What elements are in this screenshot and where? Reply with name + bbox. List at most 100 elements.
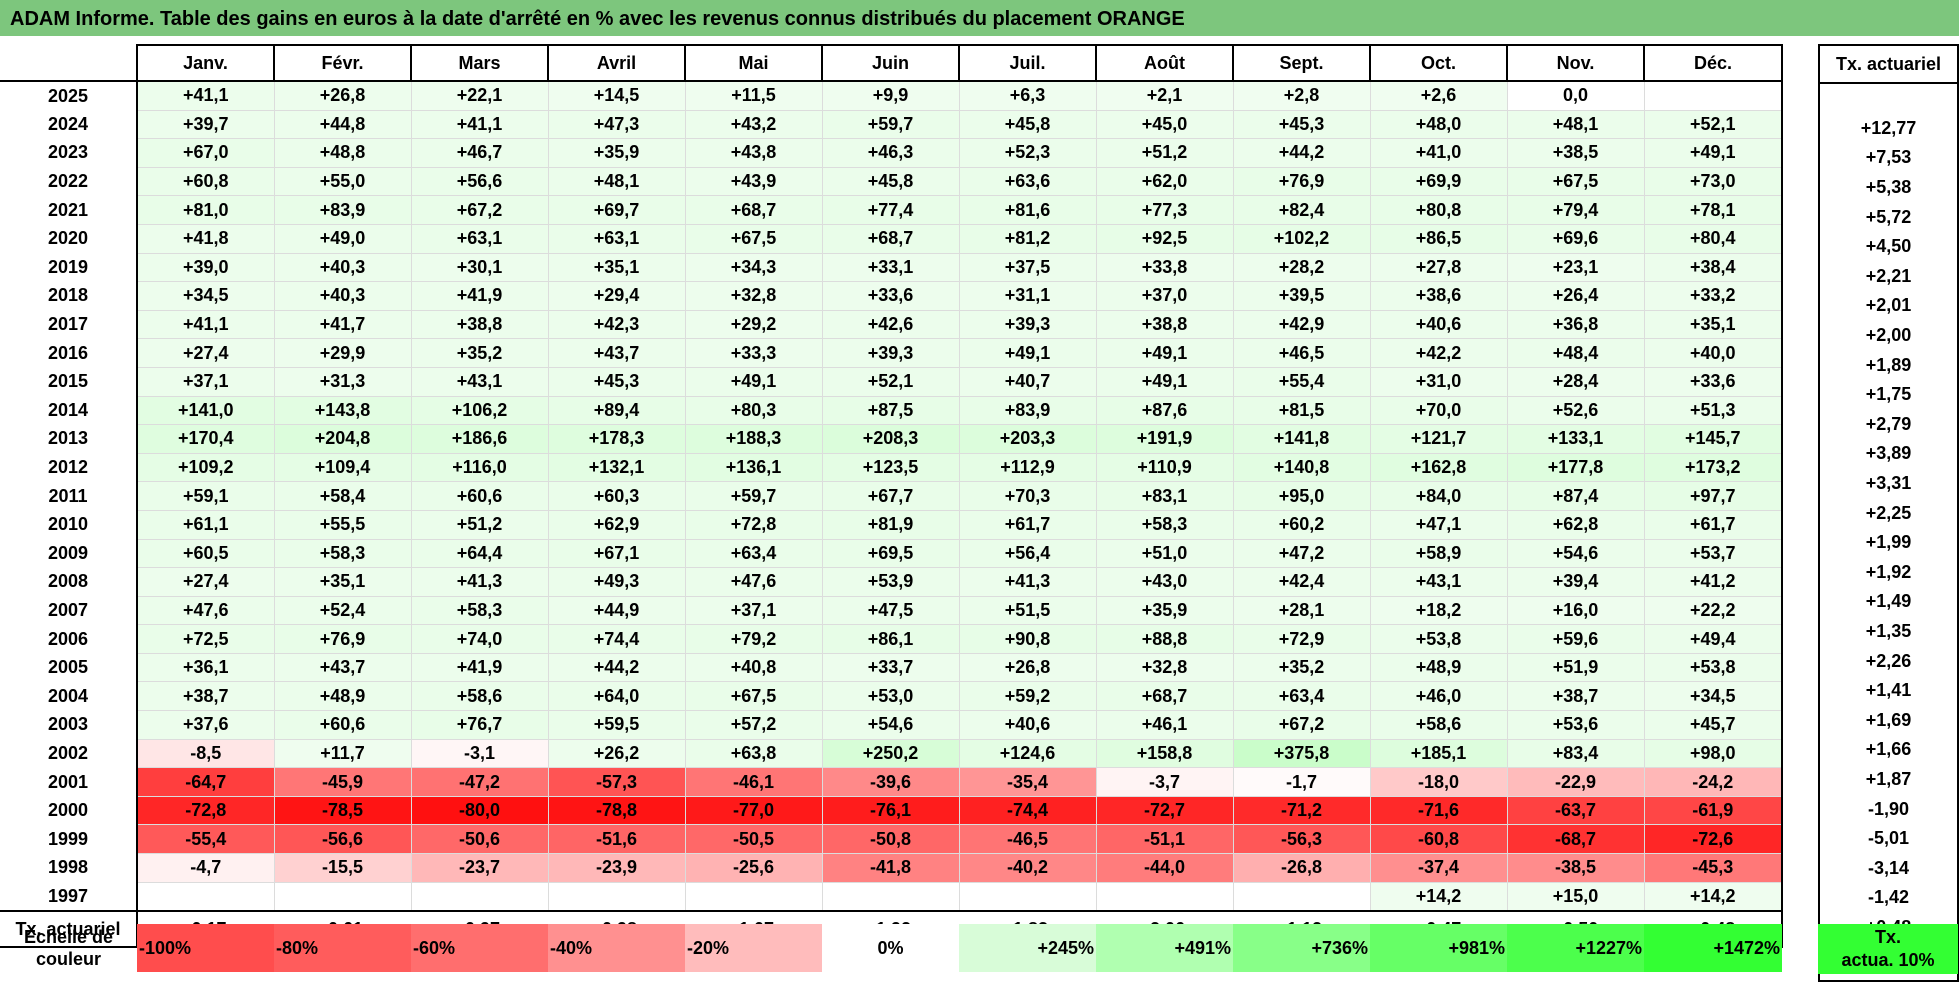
gain-cell: +53,7 bbox=[1643, 538, 1783, 569]
gain-cell: -77,0 bbox=[684, 795, 823, 826]
table-row: 2019 +39,0 +40,3 +30,1 +35,1 +34,3 +33,1 +37,5 +… bbox=[0, 252, 1783, 283]
gain-cell: +81,9 bbox=[821, 509, 960, 540]
gain-cell: +162,8 bbox=[1369, 452, 1508, 483]
gain-cell: +22,2 bbox=[1643, 595, 1783, 626]
month-header-7: Juil. bbox=[958, 44, 1097, 82]
month-header-10: Oct. bbox=[1369, 44, 1508, 82]
gain-cell: +58,6 bbox=[410, 681, 549, 712]
gain-cell: +48,8 bbox=[273, 138, 412, 168]
gain-cell: +42,3 bbox=[547, 309, 686, 340]
gain-cell: +32,8 bbox=[1095, 652, 1234, 683]
gain-cell: +178,3 bbox=[547, 424, 686, 454]
gain-cell: +76,9 bbox=[273, 624, 412, 654]
month-header-9: Sept. bbox=[1232, 44, 1371, 82]
gain-cell: +203,3 bbox=[958, 424, 1097, 454]
gain-cell: +56,4 bbox=[958, 538, 1097, 569]
gain-cell: +29,4 bbox=[547, 281, 686, 311]
gain-cell: -74,4 bbox=[958, 795, 1097, 826]
gain-cell: +59,5 bbox=[547, 710, 686, 740]
gain-cell: +82,4 bbox=[1232, 195, 1371, 225]
gain-cell: +62,9 bbox=[547, 509, 686, 540]
table-row: 2011 +59,1 +58,4 +60,6 +60,3 +59,7 +67,7 +70,3 +… bbox=[0, 481, 1783, 511]
gain-cell: +46,0 bbox=[1369, 681, 1508, 712]
gain-cell bbox=[1232, 881, 1371, 912]
table-row: 2020 +41,8 +49,0 +63,1 +63,1 +67,5 +68,7 +81,2 +… bbox=[0, 223, 1783, 254]
gain-cell: -80,0 bbox=[410, 795, 549, 826]
gain-cell: -4,7 bbox=[136, 853, 275, 883]
color-scale-label-line1: Echelle de bbox=[23, 927, 114, 947]
gain-cell: -15,5 bbox=[273, 853, 412, 883]
gain-cell: +61,1 bbox=[136, 509, 275, 540]
gain-cell: +81,2 bbox=[958, 223, 1097, 254]
gain-cell: +41,2 bbox=[1643, 567, 1783, 597]
gain-cell: +27,8 bbox=[1369, 252, 1508, 283]
table-row: 2012 +109,2 +109,4 +116,0 +132,1 +136,1 +123,5… bbox=[0, 452, 1783, 483]
gain-cell: +69,5 bbox=[821, 538, 960, 569]
gain-cell: -72,7 bbox=[1095, 795, 1234, 826]
month-header-8: Août bbox=[1095, 44, 1234, 82]
actuarial-rate-cell: +1,89 bbox=[1818, 350, 1959, 380]
gain-cell: +30,1 bbox=[410, 252, 549, 283]
color-scale-step: -60% bbox=[411, 924, 548, 972]
gain-cell: +51,2 bbox=[1095, 138, 1234, 168]
gain-cell: +80,4 bbox=[1643, 223, 1783, 254]
gain-cell: +97,7 bbox=[1643, 481, 1783, 511]
gain-cell: +63,1 bbox=[410, 223, 549, 254]
gain-cell: +48,9 bbox=[273, 681, 412, 712]
table-row: 2024 +39,7 +44,8 +41,1 +47,3 +43,2 +59,7 +45,8 +… bbox=[0, 109, 1783, 140]
gain-cell: +76,9 bbox=[1232, 166, 1371, 197]
gain-cell: +59,6 bbox=[1506, 624, 1645, 654]
year-cell: 2001 bbox=[0, 767, 138, 797]
year-cell: 2005 bbox=[0, 653, 138, 682]
gain-cell: +170,4 bbox=[136, 424, 275, 454]
gain-cell: +22,1 bbox=[410, 80, 549, 111]
gain-cell: +41,8 bbox=[136, 223, 275, 254]
gain-cell: +87,4 bbox=[1506, 481, 1645, 511]
gain-cell: +43,1 bbox=[410, 366, 549, 397]
gain-cell: +39,0 bbox=[136, 252, 275, 283]
gain-cell: +53,8 bbox=[1369, 624, 1508, 654]
gain-cell: -71,6 bbox=[1369, 795, 1508, 826]
year-cell: 2010 bbox=[0, 510, 138, 539]
gain-cell: -51,6 bbox=[547, 824, 686, 855]
color-scale: Echelle de couleur -100% -80% -60% -40% -20%… bbox=[0, 924, 1782, 972]
gain-cell: +51,9 bbox=[1506, 652, 1645, 683]
gain-cell: -1,7 bbox=[1232, 767, 1371, 797]
gain-cell: +83,9 bbox=[273, 195, 412, 225]
gain-cell: +64,0 bbox=[547, 681, 686, 712]
gain-cell: +250,2 bbox=[821, 738, 960, 769]
actuarial-row-label: Tx. actuariel bbox=[0, 910, 138, 949]
gain-cell: +18,2 bbox=[1369, 595, 1508, 626]
gain-cell: +41,1 bbox=[136, 80, 275, 111]
year-cell: 1997 bbox=[0, 882, 138, 912]
gain-cell: -71,2 bbox=[1232, 795, 1371, 826]
gain-cell: -23,9 bbox=[547, 853, 686, 883]
actuarial-rate-cell: +2,01 bbox=[1818, 291, 1959, 321]
gain-cell: +52,3 bbox=[958, 138, 1097, 168]
gain-cell: +52,6 bbox=[1506, 395, 1645, 426]
gain-cell: +53,0 bbox=[821, 681, 960, 712]
gain-cell: +74,4 bbox=[547, 624, 686, 654]
gain-cell: +83,1 bbox=[1095, 481, 1234, 511]
actuarial-rate-cell: -3,14 bbox=[1818, 853, 1959, 884]
gain-cell: -8,5 bbox=[136, 738, 275, 769]
gain-cell: +44,2 bbox=[547, 652, 686, 683]
gain-cell: -76,1 bbox=[821, 795, 960, 826]
gain-cell: +40,0 bbox=[1643, 338, 1783, 368]
gain-cell: +14,2 bbox=[1643, 881, 1783, 912]
month-header-12: Déc. bbox=[1643, 44, 1783, 82]
month-header-3: Mars bbox=[410, 44, 549, 82]
gain-cell: +191,9 bbox=[1095, 424, 1234, 454]
gain-cell: +63,8 bbox=[684, 738, 823, 769]
gain-cell: +47,2 bbox=[1232, 538, 1371, 569]
gain-cell: -40,2 bbox=[958, 853, 1097, 883]
gain-cell: +37,6 bbox=[136, 710, 275, 740]
year-cell: 2011 bbox=[0, 481, 138, 511]
gain-cell: +15,0 bbox=[1506, 881, 1645, 912]
actuarial-rate-cell: +4,50 bbox=[1818, 231, 1959, 262]
gain-cell: +48,9 bbox=[1369, 652, 1508, 683]
table-row: 2000 -72,8 -78,5 -80,0 -78,8 -77,0 -76,1 -74,4-… bbox=[0, 795, 1783, 826]
gain-cell: +9,9 bbox=[821, 80, 960, 111]
gain-cell: -39,6 bbox=[821, 767, 960, 797]
gain-cell: +11,5 bbox=[684, 80, 823, 111]
